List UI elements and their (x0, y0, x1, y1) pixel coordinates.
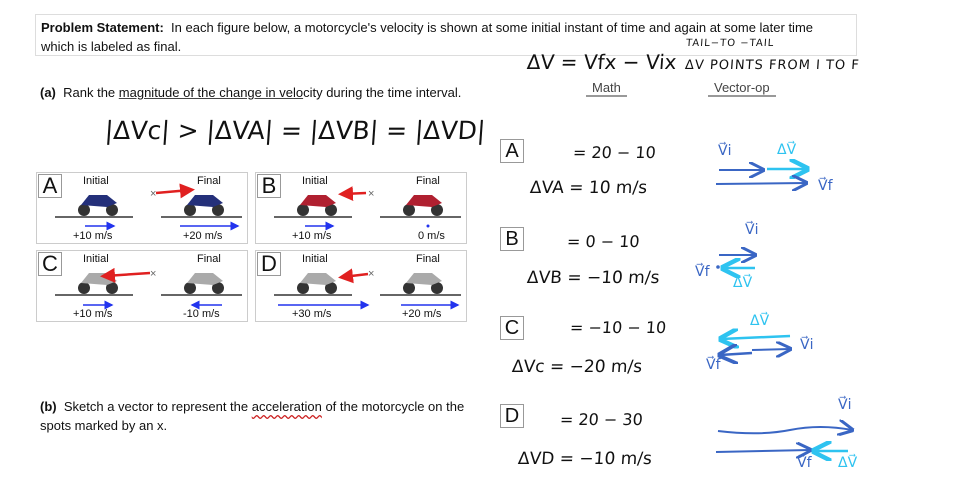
initial-label: Initial (302, 253, 328, 265)
panel-letter: C (38, 252, 62, 276)
initial-label: Initial (83, 175, 109, 187)
final-velocity: -10 m/s (183, 308, 220, 320)
vector-label-vi: V⃗i (838, 397, 852, 413)
final-velocity: +20 m/s (183, 230, 223, 242)
part-a-post: city during the time interval. (303, 85, 462, 100)
accel-d-sketch (338, 268, 369, 284)
dot-b-vf (426, 224, 430, 228)
problem-line2: which is labeled as final. (41, 39, 182, 54)
initial-label: Initial (83, 253, 109, 265)
problem-label: Problem Statement: (41, 20, 164, 35)
motorcycle-icon (78, 195, 118, 216)
part-b-line2: spots marked by an x. (40, 418, 168, 433)
problem-statement: Problem Statement: In each figure below,… (35, 14, 857, 56)
vector-label-vf: V⃗f (797, 455, 812, 471)
vector-label-vf: V⃗f (818, 178, 833, 194)
part-b-underlined: acceleration (251, 399, 322, 414)
motorcycle-icon (297, 273, 337, 294)
accel-a-sketch (155, 183, 195, 199)
motorcycle-icon (297, 195, 337, 216)
initial-velocity: +10 m/s (292, 230, 332, 242)
vector-label-dv: ΔV⃗ (733, 275, 753, 291)
x-mark: × (150, 268, 156, 280)
vector-d-vi (717, 427, 852, 433)
part-b-question: (b) Sketch a vector to represent the acc… (40, 397, 464, 435)
panel-letter: B (257, 174, 281, 198)
motorcycle-scene (55, 195, 242, 218)
x-mark: × (150, 188, 156, 200)
x-mark: × (368, 268, 374, 280)
panel-arrows: × × × × (83, 183, 460, 310)
accel-b-sketch (338, 186, 367, 202)
vector-a-vf (715, 183, 806, 184)
vector-label-vi: V⃗i (718, 143, 732, 159)
panel-b: B Initial Final +10 m/s 0 m/s (255, 172, 467, 244)
part-b-label: (b) (40, 399, 57, 414)
vector-label-vi: V⃗i (800, 337, 814, 353)
panel-c: C Initial Final +10 m/s -10 m/s (36, 250, 248, 322)
vector-label-dv: ΔV⃗ (838, 455, 858, 471)
vector-label-vf: V⃗f (706, 357, 721, 373)
panel-a: A Initial Final +10 m/s +20 m/s (36, 172, 248, 244)
vector-d-vf (715, 450, 810, 452)
accel-c-sketch (100, 267, 151, 283)
vector-label-vf: V⃗f (695, 264, 710, 280)
final-velocity: +20 m/s (402, 308, 442, 320)
final-label: Final (416, 253, 440, 265)
vector-op-header: Vector-op (708, 80, 776, 97)
panel-letter: D (257, 252, 281, 276)
work-letter-b: B (500, 227, 524, 251)
motorcycle-icon (184, 273, 224, 294)
part-a-pre: Rank the (63, 85, 119, 100)
vector-b-vf-dot (716, 265, 720, 269)
vector-c-vf (720, 353, 753, 355)
part-b-pre: Sketch a vector to represent the (63, 399, 252, 414)
motorcycle-icon (184, 195, 224, 216)
x-mark: × (368, 188, 374, 200)
initial-velocity: +30 m/s (292, 308, 332, 320)
vector-c-dv (721, 336, 791, 339)
part-a-question: (a) Rank the magnitude of the change in … (40, 85, 461, 100)
work-letter-a: A (500, 139, 524, 163)
work-letter-c: C (500, 316, 524, 340)
work-letter-d: D (500, 404, 524, 428)
final-velocity: 0 m/s (418, 230, 445, 242)
initial-label: Initial (302, 175, 328, 187)
part-b-post: of the motorcycle on the (321, 399, 465, 414)
part-a-underlined: magnitude of the change in velo (118, 85, 304, 100)
motorcycle-icon (403, 273, 443, 294)
vector-label-dv: ΔV⃗ (777, 142, 797, 158)
part-a-label: (a) (40, 85, 56, 100)
final-label: Final (197, 175, 221, 187)
motorcycle-scene (274, 273, 461, 296)
panel-d: D Initial Final +30 m/s +20 m/s (255, 250, 467, 322)
final-label: Final (197, 253, 221, 265)
panel-letter: A (38, 174, 62, 198)
vector-c-vi (751, 349, 790, 350)
motorcycle-icon (403, 195, 443, 216)
initial-velocity: +10 m/s (73, 230, 113, 242)
problem-line1: In each figure below, a motorcycle's vel… (171, 20, 814, 35)
math-header: Math (586, 80, 627, 97)
vector-label-vi: V⃗i (745, 222, 759, 238)
vector-label-dv: ΔV⃗ (750, 313, 770, 329)
motorcycle-scene (274, 195, 461, 218)
final-label: Final (416, 175, 440, 187)
initial-velocity: +10 m/s (73, 308, 113, 320)
